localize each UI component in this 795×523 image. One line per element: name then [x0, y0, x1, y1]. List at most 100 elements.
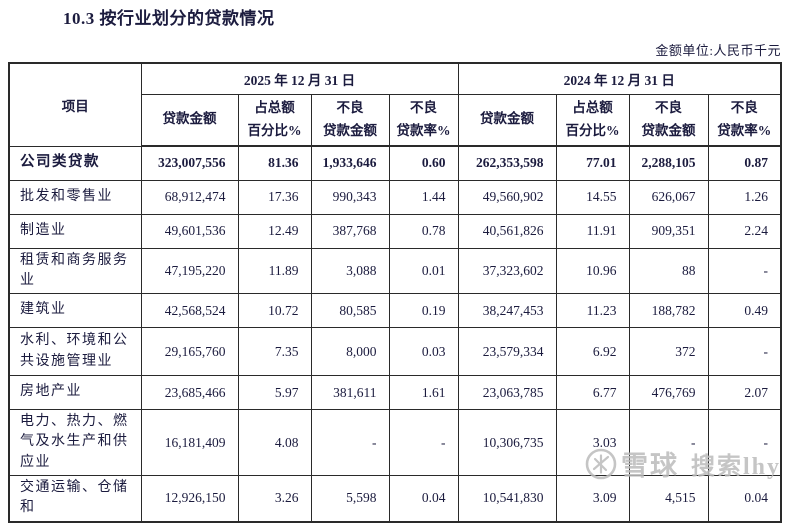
- row-value-cell: -: [707, 247, 782, 295]
- row-value-cell: 3,088: [310, 247, 390, 295]
- table-row: 批发和零售业 68,912,474 17.36 990,343 1.44 49,560,9…: [8, 179, 782, 215]
- row-value-cell: 0.01: [388, 247, 459, 295]
- row-value-cell: 77.01: [555, 145, 630, 181]
- col-header-line: 占总额: [254, 99, 295, 115]
- col-header-period-2025: 2025 年 12 月 31 日: [140, 62, 459, 95]
- row-value-cell: 1.61: [388, 375, 459, 411]
- row-value-cell: 11.91: [555, 213, 630, 249]
- col-header-npl-amount-2025: 不良 贷款金额: [310, 93, 390, 147]
- col-header-line: 不良: [730, 99, 758, 115]
- col-header-line: 百分比%: [247, 122, 302, 138]
- row-value-cell: 8,000: [310, 327, 390, 377]
- col-header-loan-amount-2025: 贷款金额: [140, 93, 239, 147]
- row-item-label: 公司类贷款: [8, 145, 142, 181]
- table-row: 租赁和商务服务业 47,195,220 11.89 3,088 0.01 37,323,6…: [8, 247, 782, 295]
- col-header-line: 占总额: [572, 99, 613, 115]
- row-value-cell: 11.89: [237, 247, 312, 295]
- row-value-cell: 3.03: [555, 409, 630, 476]
- table-row: 房地产业 23,685,466 5.97 381,611 1.61 23,063,785 6…: [8, 375, 782, 411]
- row-value-cell: 49,560,902: [457, 179, 557, 215]
- row-value-cell: 6.77: [555, 375, 630, 411]
- row-value-cell: 2,288,105: [628, 145, 709, 181]
- row-value-cell: 0.04: [388, 474, 459, 523]
- row-value-cell: 17.36: [237, 179, 312, 215]
- row-value-cell: 16,181,409: [140, 409, 239, 476]
- row-value-cell: 80,585: [310, 293, 390, 329]
- row-value-cell: 88: [628, 247, 709, 295]
- row-value-cell: 12,926,150: [140, 474, 239, 523]
- col-header-line: 贷款金额: [323, 122, 377, 138]
- row-value-cell: 68,912,474: [140, 179, 239, 215]
- row-value-cell: 40,561,826: [457, 213, 557, 249]
- row-value-cell: 42,568,524: [140, 293, 239, 329]
- table-row: 建筑业 42,568,524 10.72 80,585 0.19 38,247,453 11…: [8, 293, 782, 329]
- row-value-cell: 2.07: [707, 375, 782, 411]
- unit-note: 金额单位:人民币千元: [655, 43, 781, 58]
- row-value-cell: 1,933,646: [310, 145, 390, 181]
- row-value-cell: 372: [628, 327, 709, 377]
- row-value-cell: 0.87: [707, 145, 782, 181]
- row-value-cell: 81.36: [237, 145, 312, 181]
- row-value-cell: 0.78: [388, 213, 459, 249]
- row-value-cell: 909,351: [628, 213, 709, 249]
- table-row: 公司类贷款 323,007,556 81.36 1,933,646 0.60 262,35…: [8, 145, 782, 181]
- row-value-cell: 381,611: [310, 375, 390, 411]
- col-header-line: 贷款率%: [396, 122, 451, 138]
- row-value-cell: 0.60: [388, 145, 459, 181]
- row-value-cell: -: [707, 327, 782, 377]
- row-value-cell: 5,598: [310, 474, 390, 523]
- row-value-cell: 0.04: [707, 474, 782, 523]
- row-item-label: 水利、环境和公共设施管理业: [8, 327, 142, 377]
- row-value-cell: 476,769: [628, 375, 709, 411]
- table-row: 制造业 49,601,536 12.49 387,768 0.78 40,561,826 1…: [8, 213, 782, 249]
- header-period-row: 项目 2025 年 12 月 31 日 2024 年 12 月 31 日: [8, 62, 782, 147]
- row-value-cell: 7.35: [237, 327, 312, 377]
- col-header-npl-ratio-2024: 不良 贷款率%: [707, 93, 782, 147]
- row-item-label: 电力、热力、燃气及水生产和供应业: [8, 409, 142, 476]
- row-value-cell: -: [310, 409, 390, 476]
- col-header-line: 百分比%: [565, 122, 620, 138]
- row-value-cell: 188,782: [628, 293, 709, 329]
- row-value-cell: 23,579,334: [457, 327, 557, 377]
- row-value-cell: 5.97: [237, 375, 312, 411]
- row-value-cell: 262,353,598: [457, 145, 557, 181]
- row-value-cell: 38,247,453: [457, 293, 557, 329]
- row-value-cell: 11.23: [555, 293, 630, 329]
- row-value-cell: 23,685,466: [140, 375, 239, 411]
- col-header-npl-amount-2024: 不良 贷款金额: [628, 93, 709, 147]
- col-header-line: 不良: [336, 99, 364, 115]
- col-header-line: 不良: [410, 99, 437, 115]
- row-value-cell: 10.72: [237, 293, 312, 329]
- row-value-cell: 29,165,760: [140, 327, 239, 377]
- row-item-label: 房地产业: [8, 375, 142, 411]
- row-value-cell: 23,063,785: [457, 375, 557, 411]
- row-value-cell: 4,515: [628, 474, 709, 523]
- row-value-cell: 1.26: [707, 179, 782, 215]
- row-value-cell: 10.96: [555, 247, 630, 295]
- col-header-npl-ratio-2025: 不良 贷款率%: [388, 93, 459, 147]
- row-value-cell: 6.92: [555, 327, 630, 377]
- row-value-cell: 47,195,220: [140, 247, 239, 295]
- row-item-label: 批发和零售业: [8, 179, 142, 215]
- page: { "document": { "section_title": "10.3 按…: [8, 9, 782, 523]
- table-body: 公司类贷款 323,007,556 81.36 1,933,646 0.60 262,35…: [8, 145, 782, 523]
- table-header: 项目 2025 年 12 月 31 日 2024 年 12 月 31 日 贷款金…: [8, 62, 782, 147]
- row-value-cell: -: [628, 409, 709, 476]
- col-header-loan-amount-2024: 贷款金额: [457, 93, 557, 147]
- row-value-cell: 0.49: [707, 293, 782, 329]
- row-value-cell: 3.09: [555, 474, 630, 523]
- row-value-cell: 0.19: [388, 293, 459, 329]
- loans-by-industry-table: 项目 2025 年 12 月 31 日 2024 年 12 月 31 日 贷款金…: [8, 62, 782, 523]
- row-value-cell: 37,323,602: [457, 247, 557, 295]
- col-header-item: 项目: [8, 62, 142, 147]
- row-value-cell: 0.03: [388, 327, 459, 377]
- row-value-cell: 49,601,536: [140, 213, 239, 249]
- col-header-pct-of-total-2024: 占总额 百分比%: [555, 93, 630, 147]
- table-row: 交通运输、仓储和 12,926,150 3.26 5,598 0.04 10,541,83…: [8, 474, 782, 523]
- row-value-cell: 2.24: [707, 213, 782, 249]
- row-value-cell: 626,067: [628, 179, 709, 215]
- row-item-label: 制造业: [8, 213, 142, 249]
- row-value-cell: -: [707, 409, 782, 476]
- row-value-cell: 14.55: [555, 179, 630, 215]
- col-header-pct-of-total-2025: 占总额 百分比%: [237, 93, 312, 147]
